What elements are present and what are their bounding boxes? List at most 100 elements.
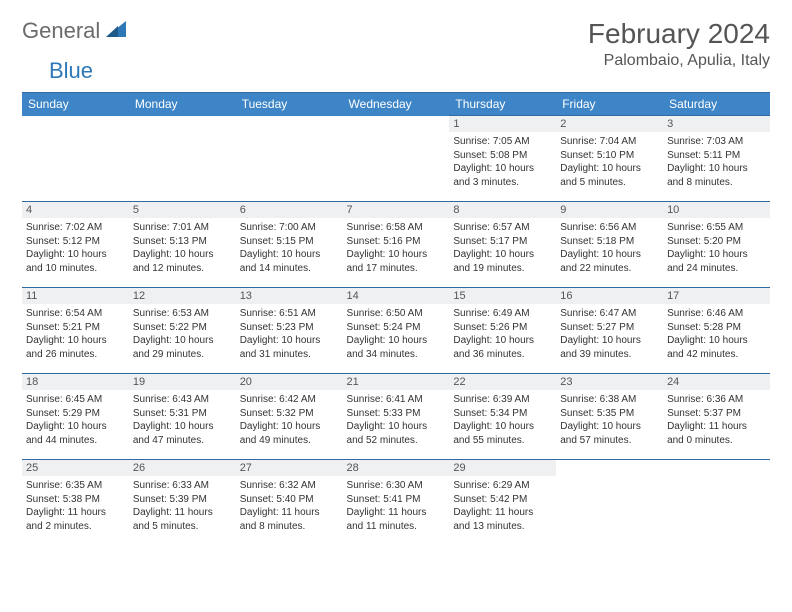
day-number: 27	[236, 460, 343, 476]
sunrise-text: Sunrise: 6:53 AM	[133, 307, 232, 321]
sunrise-text: Sunrise: 6:45 AM	[26, 393, 125, 407]
day-number	[236, 116, 343, 132]
sunrise-text: Sunrise: 7:01 AM	[133, 221, 232, 235]
calendar-cell: 8Sunrise: 6:57 AMSunset: 5:17 PMDaylight…	[449, 202, 556, 288]
calendar-cell: 28Sunrise: 6:30 AMSunset: 5:41 PMDayligh…	[343, 460, 450, 546]
cell-body: Sunrise: 6:47 AMSunset: 5:27 PMDaylight:…	[556, 304, 663, 364]
location: Palombaio, Apulia, Italy	[588, 52, 770, 70]
cell-body: Sunrise: 6:50 AMSunset: 5:24 PMDaylight:…	[343, 304, 450, 364]
day-number: 13	[236, 288, 343, 304]
sunrise-text: Sunrise: 6:46 AM	[667, 307, 766, 321]
cell-body: Sunrise: 6:43 AMSunset: 5:31 PMDaylight:…	[129, 390, 236, 450]
sunset-text: Sunset: 5:42 PM	[453, 493, 552, 507]
sunset-text: Sunset: 5:12 PM	[26, 235, 125, 249]
cell-body: Sunrise: 7:04 AMSunset: 5:10 PMDaylight:…	[556, 132, 663, 192]
sunrise-text: Sunrise: 7:05 AM	[453, 135, 552, 149]
weekday-header: Sunday	[22, 93, 129, 116]
sunrise-text: Sunrise: 7:04 AM	[560, 135, 659, 149]
calendar-cell: 25Sunrise: 6:35 AMSunset: 5:38 PMDayligh…	[22, 460, 129, 546]
sunset-text: Sunset: 5:27 PM	[560, 321, 659, 335]
sunset-text: Sunset: 5:40 PM	[240, 493, 339, 507]
cell-body: Sunrise: 7:02 AMSunset: 5:12 PMDaylight:…	[22, 218, 129, 278]
day-number: 12	[129, 288, 236, 304]
calendar-cell: 5Sunrise: 7:01 AMSunset: 5:13 PMDaylight…	[129, 202, 236, 288]
calendar-cell: 17Sunrise: 6:46 AMSunset: 5:28 PMDayligh…	[663, 288, 770, 374]
day-number	[663, 460, 770, 476]
logo-text-blue: Blue	[49, 58, 93, 84]
daylight-text: Daylight: 10 hours and 47 minutes.	[133, 420, 232, 447]
calendar-cell: 6Sunrise: 7:00 AMSunset: 5:15 PMDaylight…	[236, 202, 343, 288]
sunrise-text: Sunrise: 6:47 AM	[560, 307, 659, 321]
sunrise-text: Sunrise: 6:57 AM	[453, 221, 552, 235]
day-number: 16	[556, 288, 663, 304]
daylight-text: Daylight: 10 hours and 29 minutes.	[133, 334, 232, 361]
calendar-cell: 14Sunrise: 6:50 AMSunset: 5:24 PMDayligh…	[343, 288, 450, 374]
day-number: 28	[343, 460, 450, 476]
daylight-text: Daylight: 10 hours and 10 minutes.	[26, 248, 125, 275]
cell-body: Sunrise: 6:39 AMSunset: 5:34 PMDaylight:…	[449, 390, 556, 450]
cell-body: Sunrise: 6:53 AMSunset: 5:22 PMDaylight:…	[129, 304, 236, 364]
daylight-text: Daylight: 10 hours and 8 minutes.	[667, 162, 766, 189]
logo-text-general: General	[22, 18, 100, 44]
day-number: 22	[449, 374, 556, 390]
calendar-cell	[22, 116, 129, 202]
sunrise-text: Sunrise: 6:38 AM	[560, 393, 659, 407]
calendar-cell: 24Sunrise: 6:36 AMSunset: 5:37 PMDayligh…	[663, 374, 770, 460]
daylight-text: Daylight: 10 hours and 26 minutes.	[26, 334, 125, 361]
day-number: 20	[236, 374, 343, 390]
calendar-week-row: 1 Sunrise: 7:05 AMSunset: 5:08 PM Daylight…	[22, 116, 770, 202]
calendar-cell: 11Sunrise: 6:54 AMSunset: 5:21 PMDayligh…	[22, 288, 129, 374]
day-number	[343, 116, 450, 132]
cell-body: Sunrise: 6:38 AMSunset: 5:35 PMDaylight:…	[556, 390, 663, 450]
calendar-cell: 26Sunrise: 6:33 AMSunset: 5:39 PMDayligh…	[129, 460, 236, 546]
calendar-cell: 29Sunrise: 6:29 AMSunset: 5:42 PMDayligh…	[449, 460, 556, 546]
calendar-cell: 2Sunrise: 7:04 AMSunset: 5:10 PMDaylight…	[556, 116, 663, 202]
sunrise-text: Sunrise: 6:50 AM	[347, 307, 446, 321]
daylight-text: Daylight: 10 hours and 5 minutes.	[560, 162, 659, 189]
daylight-text: Daylight: 10 hours and 57 minutes.	[560, 420, 659, 447]
calendar-cell: 13Sunrise: 6:51 AMSunset: 5:23 PMDayligh…	[236, 288, 343, 374]
day-number: 25	[22, 460, 129, 476]
day-number: 6	[236, 202, 343, 218]
sunset-text: Sunset: 5:23 PM	[240, 321, 339, 335]
day-number: 17	[663, 288, 770, 304]
sunset-text: Sunset: 5:24 PM	[347, 321, 446, 335]
day-number: 1	[449, 116, 556, 132]
sunrise-text: Sunrise: 6:41 AM	[347, 393, 446, 407]
day-number: 8	[449, 202, 556, 218]
sunset-text: Sunset: 5:21 PM	[26, 321, 125, 335]
calendar-cell	[343, 116, 450, 202]
sunset-text: Sunset: 5:10 PM	[560, 149, 659, 163]
sunset-text: Sunset: 5:08 PM	[453, 149, 552, 163]
cell-body: Sunrise: 6:56 AMSunset: 5:18 PMDaylight:…	[556, 218, 663, 278]
sunrise-text: Sunrise: 7:00 AM	[240, 221, 339, 235]
sunset-text: Sunset: 5:41 PM	[347, 493, 446, 507]
day-number: 4	[22, 202, 129, 218]
sunrise-text: Sunrise: 6:33 AM	[133, 479, 232, 493]
logo: General	[22, 18, 130, 44]
calendar-cell: 19Sunrise: 6:43 AMSunset: 5:31 PMDayligh…	[129, 374, 236, 460]
sunset-text: Sunset: 5:17 PM	[453, 235, 552, 249]
cell-body: Sunrise: 6:36 AMSunset: 5:37 PMDaylight:…	[663, 390, 770, 450]
day-number: 24	[663, 374, 770, 390]
calendar-cell: 7Sunrise: 6:58 AMSunset: 5:16 PMDaylight…	[343, 202, 450, 288]
calendar-cell: 10Sunrise: 6:55 AMSunset: 5:20 PMDayligh…	[663, 202, 770, 288]
sunset-text: Sunset: 5:11 PM	[667, 149, 766, 163]
weekday-header: Monday	[129, 93, 236, 116]
sunrise-text: Sunrise: 6:39 AM	[453, 393, 552, 407]
calendar-cell: 12Sunrise: 6:53 AMSunset: 5:22 PMDayligh…	[129, 288, 236, 374]
daylight-text: Daylight: 11 hours and 0 minutes.	[667, 420, 766, 447]
daylight-text: Daylight: 10 hours and 49 minutes.	[240, 420, 339, 447]
calendar-cell: 16Sunrise: 6:47 AMSunset: 5:27 PMDayligh…	[556, 288, 663, 374]
day-number: 3	[663, 116, 770, 132]
cell-body: Sunrise: 6:35 AMSunset: 5:38 PMDaylight:…	[22, 476, 129, 536]
cell-body: Sunrise: 6:46 AMSunset: 5:28 PMDaylight:…	[663, 304, 770, 364]
sunrise-text: Sunrise: 6:58 AM	[347, 221, 446, 235]
day-number: 9	[556, 202, 663, 218]
cell-body: Sunrise: 7:01 AMSunset: 5:13 PMDaylight:…	[129, 218, 236, 278]
calendar-cell	[236, 116, 343, 202]
daylight-text: Daylight: 10 hours and 31 minutes.	[240, 334, 339, 361]
sunrise-text: Sunrise: 6:36 AM	[667, 393, 766, 407]
sunrise-text: Sunrise: 6:32 AM	[240, 479, 339, 493]
sunrise-text: Sunrise: 6:43 AM	[133, 393, 232, 407]
